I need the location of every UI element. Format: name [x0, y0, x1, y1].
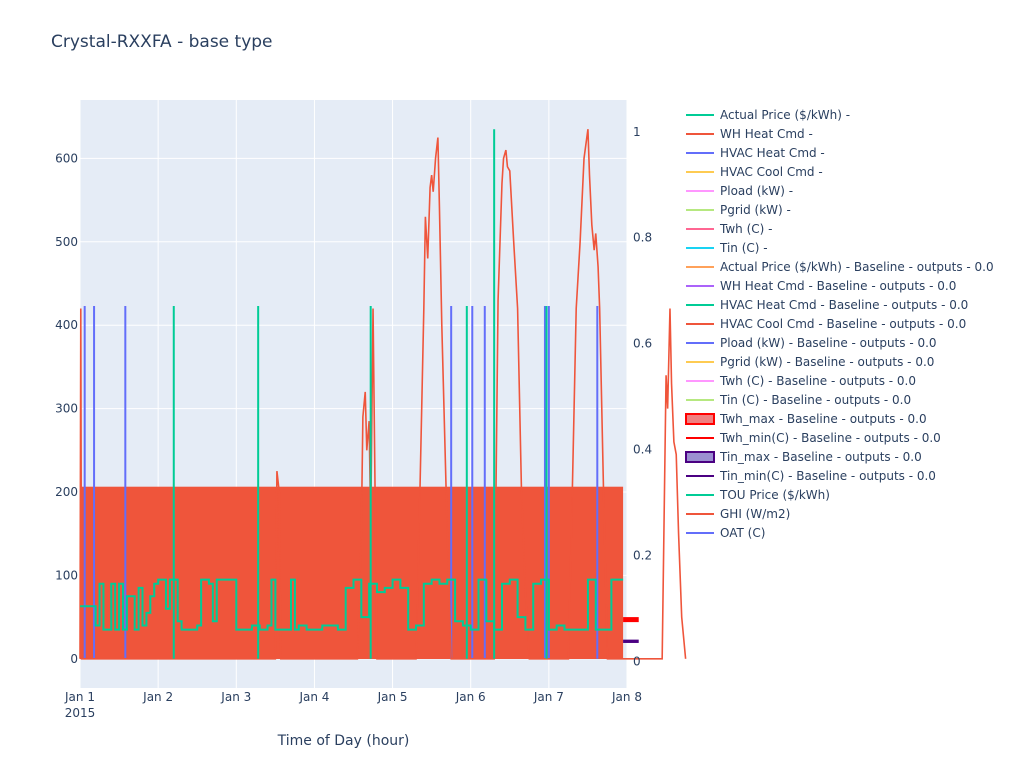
x-tick-label: Jan 3: [220, 690, 251, 704]
legend-label: HVAC Heat Cmd - Baseline - outputs - 0.0: [720, 298, 968, 312]
legend-item[interactable]: Pload (kW) - Baseline - outputs - 0.0: [686, 336, 937, 350]
legend-item[interactable]: Pgrid (kW) -: [686, 203, 791, 217]
legend-item[interactable]: HVAC Cool Cmd - Baseline - outputs - 0.0: [686, 317, 966, 331]
legend-label: Twh (C) - Baseline - outputs - 0.0: [719, 374, 916, 388]
y-tick-label: 300: [55, 402, 78, 416]
legend-item[interactable]: Twh_min(C) - Baseline - outputs - 0.0: [686, 431, 941, 445]
legend-item[interactable]: HVAC Heat Cmd -: [686, 146, 825, 160]
y2-tick-label: 0.6: [633, 337, 652, 351]
legend-item[interactable]: OAT (C): [686, 526, 765, 540]
actual-price-line: [80, 578, 624, 631]
legend-item[interactable]: HVAC Heat Cmd - Baseline - outputs - 0.0: [686, 298, 968, 312]
legend-item[interactable]: Actual Price ($/kWh) - Baseline - output…: [686, 260, 994, 274]
legend-item[interactable]: Twh_max - Baseline - outputs - 0.0: [685, 412, 927, 426]
legend-label: Pload (kW) -: [720, 184, 793, 198]
chart-title: Crystal-RXXFA - base type: [51, 32, 273, 52]
legend-item[interactable]: GHI (W/m2): [686, 507, 790, 521]
y2-tick-label: 0: [633, 655, 641, 669]
twh-band: [623, 617, 639, 623]
y2-tick-label: 0.4: [633, 443, 652, 457]
legend-label: Twh_min(C) - Baseline - outputs - 0.0: [719, 431, 941, 445]
legend-item[interactable]: Twh (C) -: [686, 222, 772, 236]
legend-label: Tin (C) - Baseline - outputs - 0.0: [719, 393, 911, 407]
x-axis-title: Time of Day (hour): [277, 733, 410, 749]
y2-tick-label: 0.2: [633, 549, 652, 563]
legend-item[interactable]: Actual Price ($/kWh) -: [686, 108, 850, 122]
legend-label: WH Heat Cmd -: [720, 127, 813, 141]
x-tick-label: Jan 4: [298, 690, 329, 704]
y2-tick-label: 0.8: [633, 231, 652, 245]
y-axis: 0 100 200 300 400 500 600: [55, 151, 78, 665]
y-tick-label: 0: [70, 652, 78, 666]
x-tick-label: Jan 7: [533, 690, 564, 704]
x-tick-label: Jan 1: [64, 690, 95, 704]
tin-band: [623, 639, 639, 643]
y-tick-label: 500: [55, 235, 78, 249]
hvac-cool-cmd-block: [80, 486, 624, 659]
legend-item[interactable]: HVAC Cool Cmd -: [686, 165, 823, 179]
x-tick-label: Jan 8: [611, 690, 642, 704]
legend-label: HVAC Cool Cmd - Baseline - outputs - 0.0: [720, 317, 966, 331]
legend[interactable]: Actual Price ($/kWh) - WH Heat Cmd - HVAC …: [685, 108, 994, 540]
y-tick-label: 400: [55, 318, 78, 332]
legend-item[interactable]: Pgrid (kW) - Baseline - outputs - 0.0: [686, 355, 934, 369]
legend-swatch: [685, 451, 715, 463]
legend-label: Actual Price ($/kWh) - Baseline - output…: [720, 260, 994, 274]
ghi-line: [79, 129, 687, 660]
x-tick-label: Jan 6: [455, 690, 486, 704]
legend-label: HVAC Cool Cmd -: [720, 165, 823, 179]
legend-label: TOU Price ($/kWh): [719, 488, 830, 502]
legend-label: Tin_max - Baseline - outputs - 0.0: [719, 450, 922, 464]
legend-item[interactable]: WH Heat Cmd - Baseline - outputs - 0.0: [686, 279, 956, 293]
legend-label: HVAC Heat Cmd -: [720, 146, 825, 160]
x-tick-year: 2015: [65, 706, 96, 720]
legend-item[interactable]: Pload (kW) -: [686, 184, 793, 198]
legend-label: Actual Price ($/kWh) -: [720, 108, 850, 122]
legend-label: Pgrid (kW) - Baseline - outputs - 0.0: [720, 355, 934, 369]
legend-label: Tin (C) -: [719, 241, 768, 255]
legend-label: GHI (W/m2): [720, 507, 790, 521]
y2-axis: 0 0.2 0.4 0.6 0.8 1: [633, 125, 652, 669]
legend-label: OAT (C): [720, 526, 765, 540]
legend-item[interactable]: TOU Price ($/kWh): [686, 488, 830, 502]
legend-label: Tin_min(C) - Baseline - outputs - 0.0: [719, 469, 936, 483]
legend-label: Pload (kW) - Baseline - outputs - 0.0: [720, 336, 937, 350]
x-tick-label: Jan 5: [377, 690, 408, 704]
legend-label: Twh (C) -: [719, 222, 772, 236]
series-layer: [79, 129, 687, 660]
legend-label: WH Heat Cmd - Baseline - outputs - 0.0: [720, 279, 956, 293]
legend-item[interactable]: Twh (C) - Baseline - outputs - 0.0: [686, 374, 916, 388]
legend-swatch: [685, 413, 715, 425]
legend-item[interactable]: Tin (C) - Baseline - outputs - 0.0: [686, 393, 911, 407]
legend-label: Twh_max - Baseline - outputs - 0.0: [719, 412, 927, 426]
y-tick-label: 600: [55, 151, 78, 165]
y-tick-label: 200: [55, 485, 78, 499]
x-tick-label: Jan 2: [142, 690, 173, 704]
legend-item[interactable]: Tin_max - Baseline - outputs - 0.0: [685, 450, 922, 464]
legend-label: Pgrid (kW) -: [720, 203, 791, 217]
y2-tick-label: 1: [633, 125, 641, 139]
legend-item[interactable]: Tin_min(C) - Baseline - outputs - 0.0: [686, 469, 936, 483]
x-axis: Jan 1 Jan 2 Jan 3 Jan 4 Jan 5 Jan 6 Jan 7 Jan 8…: [64, 690, 642, 720]
legend-item[interactable]: WH Heat Cmd -: [686, 127, 813, 141]
y-tick-label: 100: [55, 568, 78, 582]
legend-item[interactable]: Tin (C) -: [686, 241, 768, 255]
